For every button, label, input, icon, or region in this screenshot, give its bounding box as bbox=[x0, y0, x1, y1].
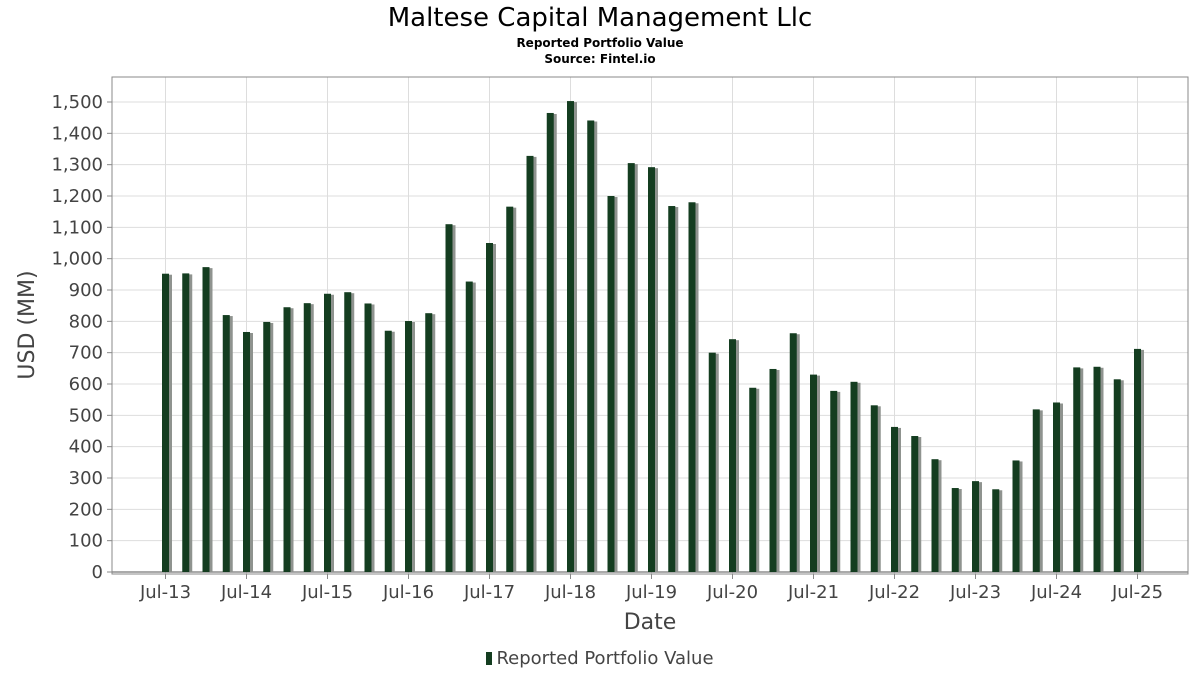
legend-label: Reported Portfolio Value bbox=[496, 648, 714, 669]
x-tick-label: Jul-19 bbox=[625, 582, 677, 603]
bar bbox=[708, 352, 716, 572]
bar bbox=[243, 331, 250, 572]
bar bbox=[972, 481, 979, 572]
bar bbox=[567, 101, 574, 572]
legend-swatch bbox=[486, 652, 493, 665]
bar bbox=[222, 315, 230, 572]
x-tick-label: Jul-25 bbox=[1111, 582, 1163, 603]
y-tick-label: 1,400 bbox=[51, 123, 103, 144]
x-tick-label: Jul-22 bbox=[868, 582, 920, 603]
bar bbox=[182, 273, 190, 572]
bar bbox=[1012, 460, 1020, 572]
bar bbox=[1093, 366, 1101, 572]
x-tick-label: Jul-16 bbox=[382, 582, 434, 603]
x-tick-label: Jul-15 bbox=[301, 582, 353, 603]
y-tick-label: 100 bbox=[69, 531, 103, 552]
y-tick-label: 600 bbox=[69, 374, 103, 395]
y-axis-title: USD (MM) bbox=[15, 270, 40, 379]
bar bbox=[405, 321, 412, 572]
bar bbox=[445, 224, 453, 572]
bar bbox=[850, 381, 858, 572]
chart-title: Maltese Capital Management Llc bbox=[387, 3, 813, 33]
bar bbox=[546, 112, 554, 572]
bar bbox=[729, 339, 736, 572]
bar bbox=[283, 307, 291, 572]
x-tick-label: Jul-24 bbox=[1030, 582, 1082, 603]
bar bbox=[587, 120, 595, 572]
bar bbox=[951, 488, 959, 572]
bar bbox=[911, 436, 919, 572]
x-axis-ticks: Jul-13 Jul-14 Jul-15 Jul-16 Jul-17 Jul-18 Jul-… bbox=[139, 574, 1163, 603]
bar bbox=[668, 206, 676, 572]
bar bbox=[384, 330, 392, 572]
x-tick-label: Jul-17 bbox=[463, 582, 515, 603]
y-tick-label: 1,000 bbox=[51, 249, 103, 270]
x-tick-label: Jul-13 bbox=[139, 582, 191, 603]
x-tick-label: Jul-23 bbox=[949, 582, 1001, 603]
bar bbox=[931, 459, 939, 572]
chart-source: Source: Fintel.io bbox=[544, 52, 656, 66]
bar bbox=[303, 303, 311, 572]
bar bbox=[891, 426, 898, 572]
y-tick-label: 300 bbox=[69, 468, 103, 489]
bar bbox=[263, 321, 271, 572]
y-tick-label: 200 bbox=[69, 499, 103, 520]
y-tick-label: 1,200 bbox=[51, 186, 103, 207]
y-tick-label: 900 bbox=[69, 280, 103, 301]
bar bbox=[830, 390, 838, 572]
bar bbox=[688, 202, 696, 572]
bar bbox=[789, 333, 797, 572]
x-tick-label: Jul-21 bbox=[787, 582, 839, 603]
bar bbox=[627, 163, 635, 572]
y-axis-ticks: 0 100 200 300 400 500 600 700 800 900 1,000 1,100 1,… bbox=[51, 92, 112, 583]
bar bbox=[1053, 402, 1060, 572]
bar bbox=[486, 243, 493, 572]
y-tick-label: 700 bbox=[69, 343, 103, 364]
bar bbox=[344, 292, 352, 572]
bar bbox=[1113, 379, 1121, 572]
bar bbox=[425, 313, 433, 572]
bar bbox=[506, 206, 514, 573]
bar bbox=[1032, 409, 1040, 572]
y-tick-label: 800 bbox=[69, 311, 103, 332]
y-tick-label: 400 bbox=[69, 437, 103, 458]
bar bbox=[364, 303, 372, 572]
bars bbox=[162, 101, 1144, 573]
bar bbox=[202, 267, 210, 572]
x-tick-label: Jul-20 bbox=[706, 582, 758, 603]
chart-subtitle: Reported Portfolio Value bbox=[516, 36, 684, 50]
x-tick-label: Jul-18 bbox=[544, 582, 596, 603]
bar bbox=[607, 196, 615, 572]
bar bbox=[465, 281, 473, 572]
bar bbox=[749, 387, 757, 572]
legend: Reported Portfolio Value bbox=[0, 648, 1200, 669]
y-tick-label: 500 bbox=[69, 405, 103, 426]
x-axis-title: Date bbox=[624, 610, 677, 635]
bar bbox=[1134, 348, 1141, 572]
y-tick-label: 1,500 bbox=[51, 92, 103, 113]
bar bbox=[810, 374, 817, 572]
plot-frame bbox=[111, 76, 1189, 575]
y-tick-label: 0 bbox=[92, 562, 103, 583]
bar bbox=[162, 273, 169, 572]
bar bbox=[324, 293, 331, 572]
y-tick-label: 1,300 bbox=[51, 155, 103, 176]
bar bbox=[870, 405, 878, 572]
bar bbox=[526, 155, 534, 573]
bar bbox=[648, 167, 655, 572]
bar bbox=[1073, 367, 1081, 572]
bar bbox=[769, 368, 777, 572]
x-tick-label: Jul-14 bbox=[220, 582, 272, 603]
y-tick-label: 1,100 bbox=[51, 217, 103, 238]
bar bbox=[992, 489, 1000, 572]
